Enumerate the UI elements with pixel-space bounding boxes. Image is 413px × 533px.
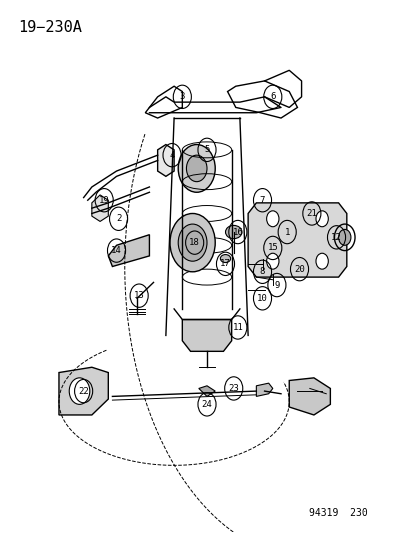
Text: 2: 2 [116,214,121,223]
Text: 20: 20 [294,265,304,273]
Circle shape [178,144,215,192]
Text: 15: 15 [267,244,278,253]
Text: 19−230A: 19−230A [18,20,81,35]
Ellipse shape [220,255,230,263]
Text: 5: 5 [204,146,209,155]
Polygon shape [108,235,149,266]
Polygon shape [157,144,174,176]
Text: 22: 22 [78,386,89,395]
Circle shape [69,378,90,405]
Text: 21: 21 [306,209,316,218]
Polygon shape [59,367,108,415]
Text: 3: 3 [179,92,185,101]
Text: 6: 6 [269,92,275,101]
Polygon shape [289,378,330,415]
Text: 94319  230: 94319 230 [309,508,367,519]
Polygon shape [198,386,215,397]
Text: 14: 14 [111,246,121,255]
Text: 24: 24 [201,400,212,409]
Text: 4: 4 [169,151,174,160]
Text: 11: 11 [232,323,242,332]
Text: 7: 7 [259,196,265,205]
Polygon shape [92,195,108,221]
Circle shape [178,224,206,261]
Circle shape [170,214,215,272]
Text: 8: 8 [259,268,265,276]
Circle shape [186,155,206,182]
Text: 18: 18 [189,238,199,247]
Text: 19: 19 [99,196,109,205]
Circle shape [315,253,328,269]
Text: 10: 10 [256,294,267,303]
Circle shape [266,253,278,269]
Polygon shape [182,319,231,351]
Circle shape [338,229,350,245]
Polygon shape [247,203,346,277]
Text: 16: 16 [232,228,242,237]
Circle shape [266,211,278,227]
Text: 1: 1 [284,228,289,237]
Text: 23: 23 [228,384,239,393]
Text: 13: 13 [133,291,144,300]
Text: 17: 17 [220,260,230,268]
Circle shape [315,211,328,227]
Ellipse shape [225,225,241,239]
Polygon shape [256,383,272,397]
Text: 12: 12 [330,233,341,242]
Text: 9: 9 [273,280,279,289]
